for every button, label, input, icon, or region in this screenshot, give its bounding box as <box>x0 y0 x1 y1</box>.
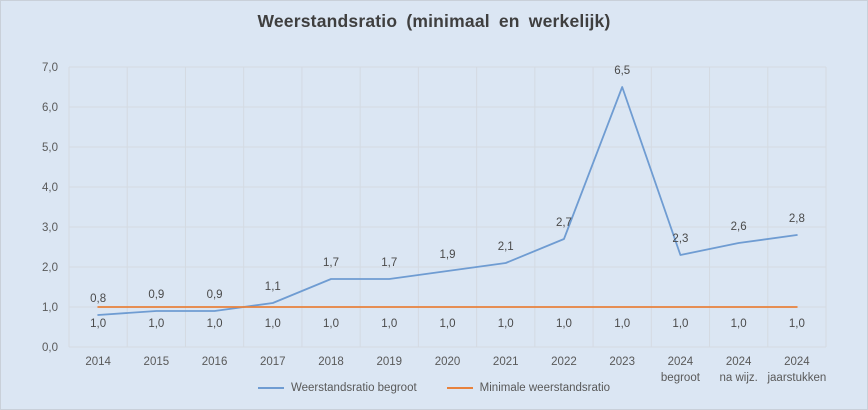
legend-item-minimale-weerstandsratio: Minimale weerstandsratio <box>446 382 611 394</box>
data-label: 1,0 <box>498 318 514 330</box>
data-label: 1,0 <box>731 318 747 330</box>
data-label: 1,7 <box>381 257 397 269</box>
data-label: 0,8 <box>90 293 106 305</box>
x-tick-label: 2020 <box>435 356 461 368</box>
data-label: 0,9 <box>148 289 164 301</box>
x-tick-label: 2019 <box>376 356 402 368</box>
x-tick-label: 2024 na wijz. <box>719 356 757 384</box>
data-label: 2,7 <box>556 217 572 229</box>
gridlines <box>68 66 827 348</box>
x-tick-label: 2022 <box>551 356 577 368</box>
x-tick-label: 2024 begroot <box>661 356 701 384</box>
data-label: 1,0 <box>381 318 397 330</box>
data-label: 1,0 <box>672 318 688 330</box>
y-tick-label: 6,0 <box>42 102 58 114</box>
data-label: 1,0 <box>440 318 456 330</box>
data-label: 1,0 <box>148 318 164 330</box>
data-label: 1,0 <box>265 318 281 330</box>
y-tick-label: 1,0 <box>42 302 58 314</box>
y-tick-label: 0,0 <box>42 342 58 354</box>
data-label: 1,9 <box>440 249 456 261</box>
x-axis-ticks: 2014 2015 2016 2017 2018 2019 2020 2021 2022 2023… <box>85 356 826 384</box>
legend: Weerstandsratio begroot Minimale weersta… <box>1 382 867 394</box>
series-labels-0: 0,8 0,9 0,9 1,1 1,7 1,7 1,9 2,1 2,7 6,5 2,3 2,6 2,8 <box>90 65 805 305</box>
data-label: 1,0 <box>90 318 106 330</box>
y-tick-label: 4,0 <box>42 182 58 194</box>
x-tick-label: 2021 <box>493 356 519 368</box>
y-tick-label: 7,0 <box>42 62 58 74</box>
chart-title: Weerstandsratio (minimaal en werkelijk) <box>257 11 611 31</box>
x-tick-label: 2016 <box>202 356 228 368</box>
data-label: 1,0 <box>207 318 223 330</box>
series-line-0 <box>97 86 798 316</box>
legend-line-blue-icon <box>257 387 284 389</box>
x-tick-label: 2018 <box>318 356 344 368</box>
x-tick-label: 2023 <box>609 356 635 368</box>
data-label: 2,3 <box>672 233 688 245</box>
data-label: 2,8 <box>789 213 805 225</box>
legend-label: Minimale weerstandsratio <box>479 382 611 394</box>
data-label: 1,1 <box>265 281 281 293</box>
y-tick-label: 2,0 <box>42 262 58 274</box>
data-label: 1,0 <box>323 318 339 330</box>
data-label: 1,0 <box>614 318 630 330</box>
x-tick-label: 2024 jaarstukken <box>766 356 826 384</box>
data-label: 0,9 <box>207 289 223 301</box>
y-axis-ticks: 0,0 1,0 2,0 3,0 4,0 5,0 6,0 7,0 <box>42 62 58 354</box>
legend-line-orange-icon <box>446 387 473 389</box>
data-label: 2,6 <box>731 221 747 233</box>
data-label: 2,1 <box>498 241 514 253</box>
x-tick-label: 2017 <box>260 356 286 368</box>
y-tick-label: 5,0 <box>42 142 58 154</box>
data-label: 1,0 <box>789 318 805 330</box>
data-label: 6,5 <box>614 65 630 77</box>
legend-label: Weerstandsratio begroot <box>290 382 417 394</box>
x-tick-label: 2015 <box>144 356 170 368</box>
series-labels-1: 1,0 1,0 1,0 1,0 1,0 1,0 1,0 1,0 1,0 1,0 1,0 1,0 1,0 <box>90 318 805 330</box>
data-label: 1,7 <box>323 257 339 269</box>
y-tick-label: 3,0 <box>42 222 58 234</box>
x-tick-label: 2014 <box>85 356 111 368</box>
legend-item-weerstandsratio-begroot: Weerstandsratio begroot <box>257 382 417 394</box>
data-label: 1,0 <box>556 318 572 330</box>
